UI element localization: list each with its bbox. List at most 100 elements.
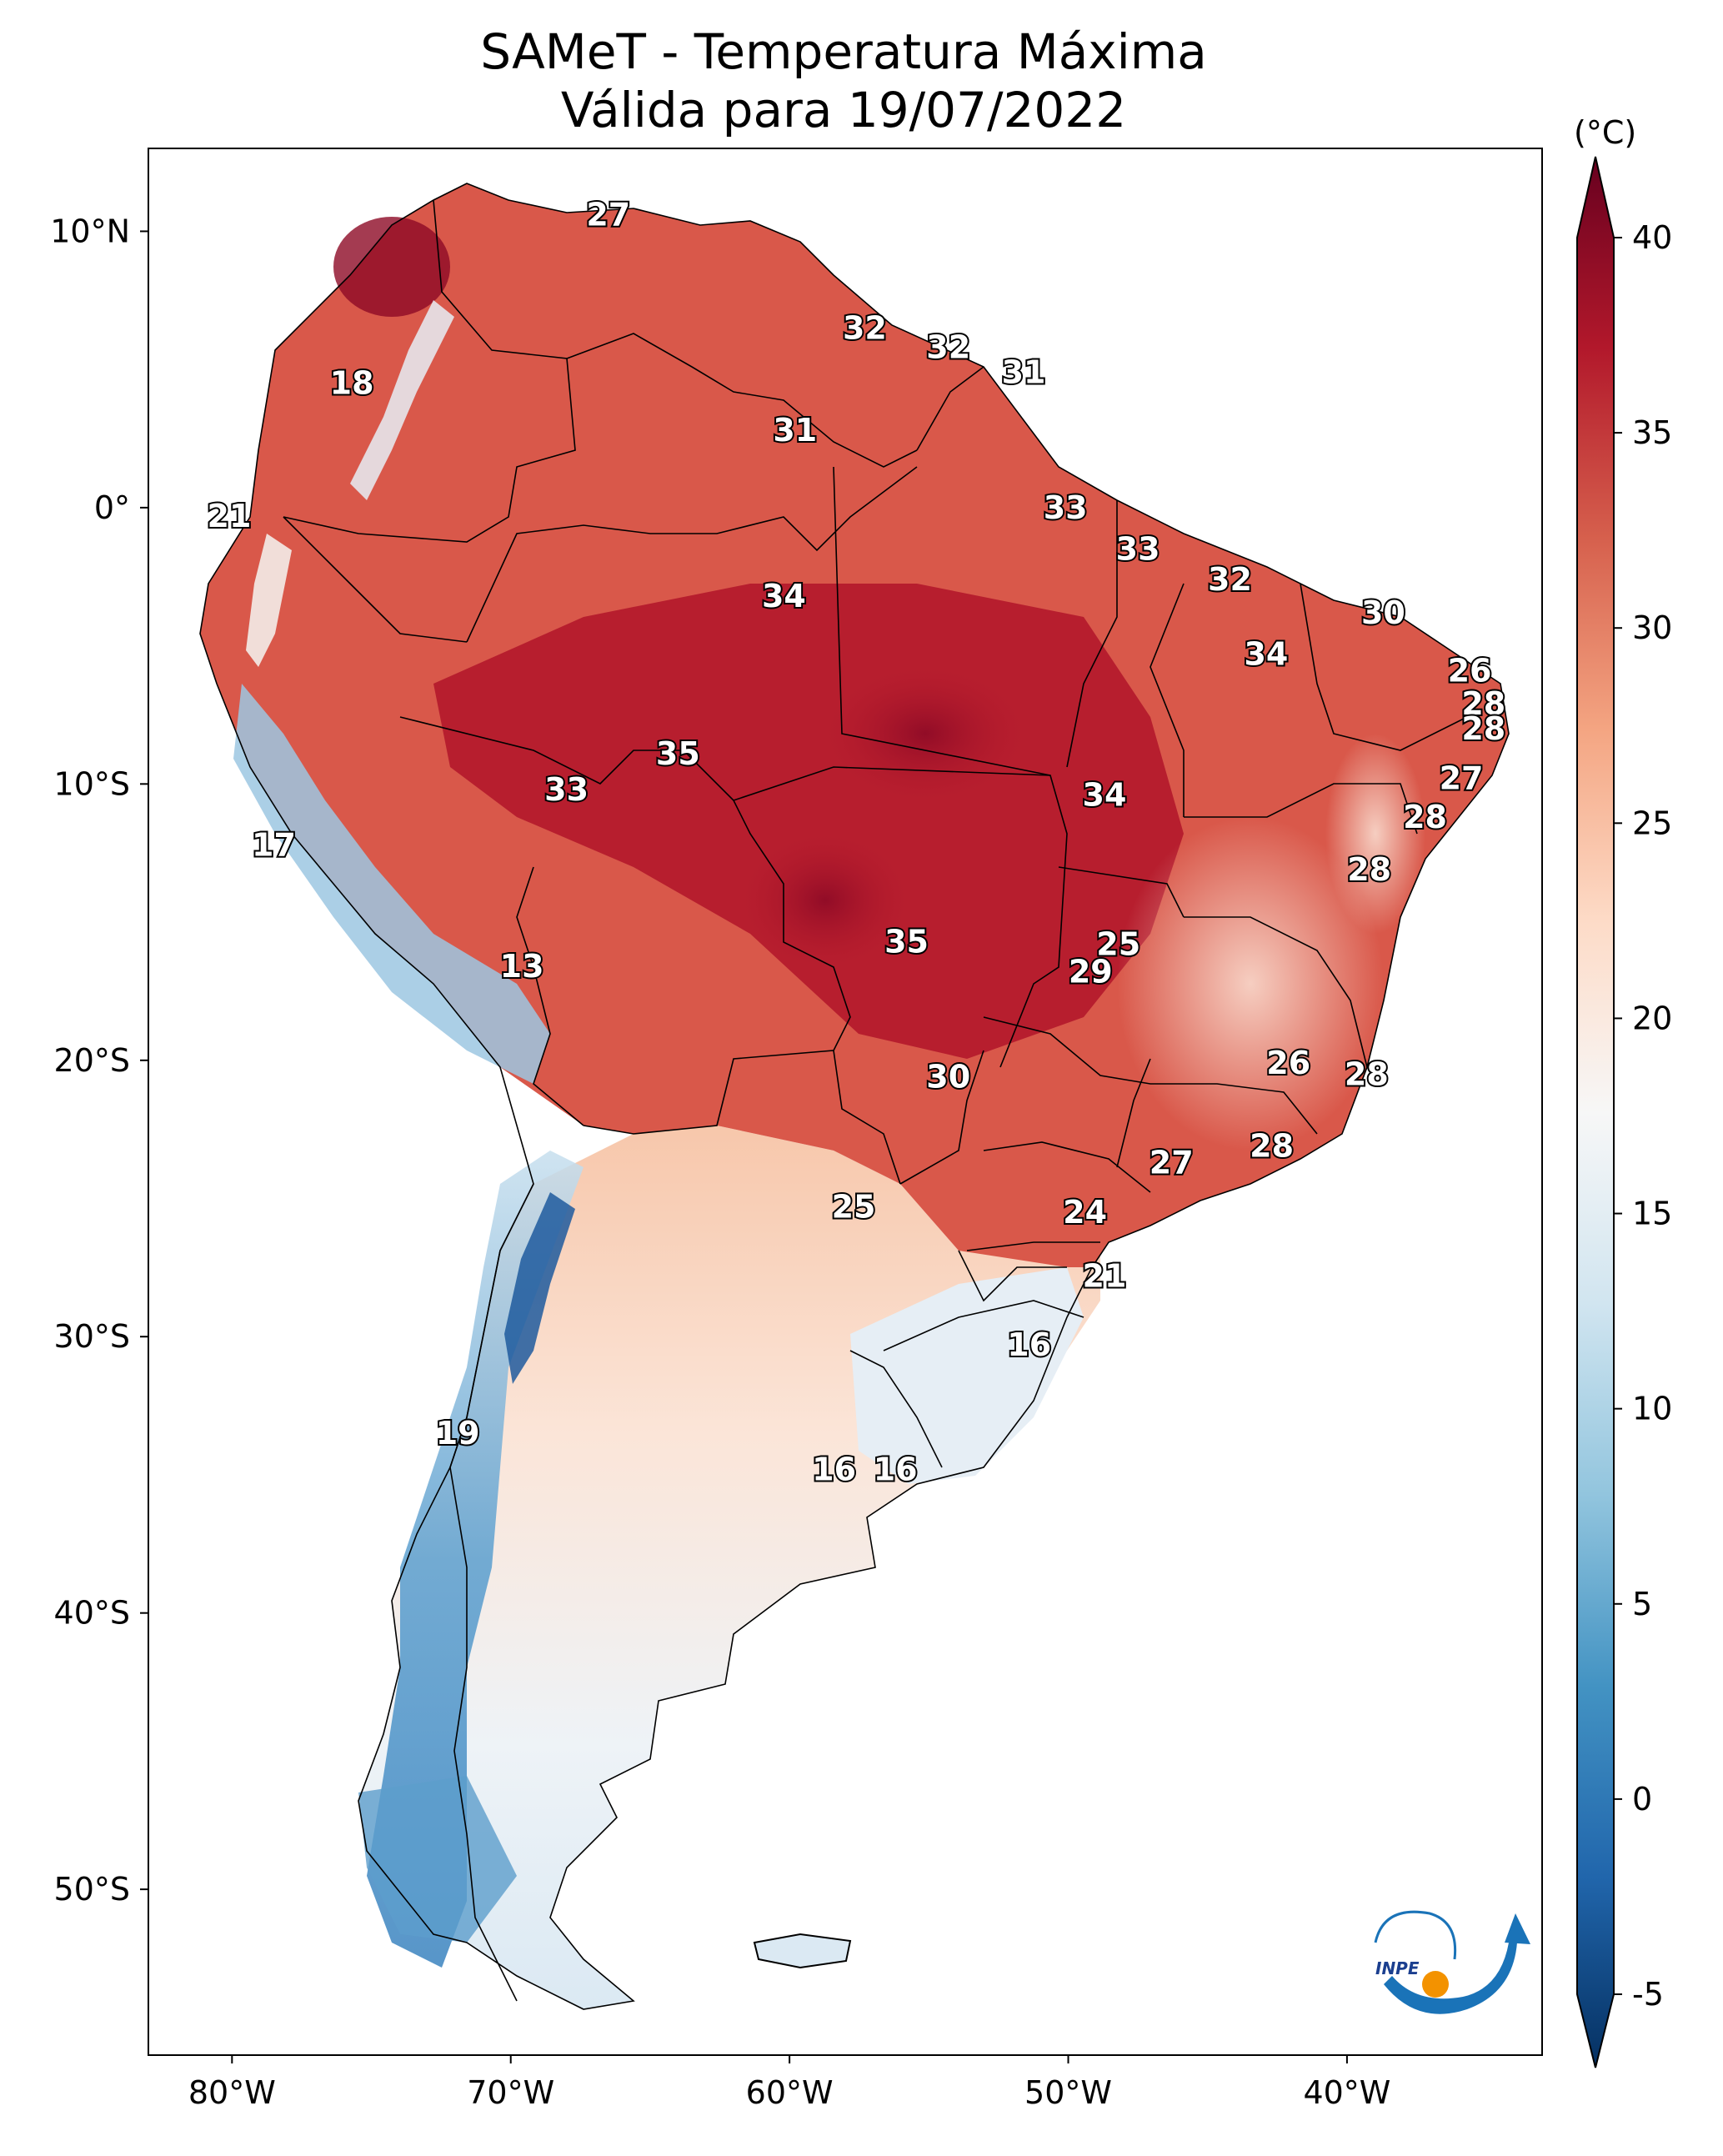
ecuador-andes-cold [246, 534, 292, 667]
temperature-label: 28 [1345, 1055, 1389, 1092]
latitude-axis: 10°N 0° 10°S 20°S 30°S 40°S 50°S [50, 213, 148, 1908]
hot-spot-colombia [333, 217, 450, 317]
temperature-label: 17 [252, 826, 296, 863]
border-colombia [283, 199, 576, 543]
colorbar-body [1576, 156, 1615, 2068]
country-borders [199, 183, 1510, 2010]
border-chile-argentina [449, 1183, 534, 2002]
state-border-bahia-north [1184, 783, 1418, 835]
temperature-label: 35 [656, 735, 700, 772]
temperature-label: 30 [926, 1059, 970, 1096]
logo-sun-icon [1422, 1971, 1449, 1998]
temperature-label: 25 [832, 1188, 876, 1225]
colorbar-tick-label: 30 [1632, 609, 1672, 646]
state-border-mato-grosso [733, 766, 1068, 1068]
temperature-label: 13 [500, 948, 544, 985]
temperature-label: 29 [1069, 954, 1113, 990]
temperature-label: 32 [1208, 561, 1252, 598]
temperature-label: 28 [1403, 799, 1447, 835]
andes-cold-ridge [367, 1151, 584, 1968]
lon-tick-label: 50°W [1024, 2074, 1112, 2111]
temperature-label: 34 [762, 578, 806, 614]
southeast-mild-region [1117, 817, 1384, 1151]
temperature-label: 28 [1461, 710, 1505, 747]
state-border-piaui [1300, 583, 1468, 751]
border-ecuador-peru [283, 516, 468, 643]
temperature-label: 32 [926, 329, 970, 366]
longitude-axis: 80°W 70°W 60°W 50°W 40°W [188, 2055, 1390, 2111]
lon-tick-label: 80°W [188, 2074, 276, 2111]
temperature-label: 30 [1361, 594, 1405, 631]
temperature-label: 28 [1250, 1128, 1294, 1165]
temperature-label: 21 [1083, 1257, 1127, 1294]
border-paraguay-brazil [899, 1050, 984, 1185]
temperature-label: 27 [586, 197, 630, 233]
temperature-label: 26 [1448, 652, 1492, 689]
border-bolivia-paraguay [583, 1050, 901, 1185]
state-border-para-tocantins [1066, 500, 1118, 768]
uruguay-cool-region [850, 1267, 1084, 1484]
temperature-label: 16 [874, 1451, 918, 1487]
colombia-andes-cold [350, 300, 454, 500]
lon-tick-label: 70°W [467, 2074, 554, 2111]
lat-tick-label: 0° [94, 489, 130, 526]
border-peru-bolivia [516, 866, 584, 1126]
state-border-parana [983, 1141, 1151, 1193]
state-border-maranhao [1150, 583, 1185, 817]
colorbar-tick-label: 25 [1632, 805, 1672, 841]
border-guyana [916, 366, 984, 451]
state-border-sao-paulo [1116, 1058, 1151, 1168]
logo-text: INPE [1375, 1958, 1420, 1978]
lon-tick-label: 60°W [746, 2074, 834, 2111]
temperature-label: 31 [1002, 353, 1046, 390]
border-argentina-brazil [958, 1250, 1067, 1302]
border-peru-bolivia-brazil [399, 716, 851, 1051]
map-frame [148, 148, 1543, 2056]
colorbar-tick-label: 40 [1632, 219, 1672, 256]
lon-tick-label: 40°W [1303, 2074, 1390, 2111]
peru-andes-cold [233, 684, 550, 1084]
andes-deep-cold [504, 1192, 575, 1384]
temperature-label: 28 [1347, 851, 1391, 888]
falkland-islands [753, 1933, 852, 1969]
logo-orbit [1374, 1910, 1457, 1960]
colorbar-tick-label: 15 [1632, 1196, 1672, 1232]
temperature-label: 27 [1150, 1144, 1194, 1181]
lat-tick-label: 30°S [54, 1318, 130, 1355]
lat-tick-label: 50°S [54, 1871, 130, 1908]
state-border-minas-north [1184, 916, 1368, 1068]
lat-tick-label: 10°S [54, 765, 130, 802]
inpe-logo: INPE [1374, 1910, 1530, 2014]
temperature-label: 18 [330, 365, 374, 402]
temperature-label: 27 [1440, 760, 1484, 797]
colorbar-tick-label: 20 [1632, 1000, 1672, 1036]
temperature-label: 32 [843, 309, 887, 346]
colorbar-unit: (°C) [1574, 114, 1636, 151]
temperature-label: 33 [1116, 531, 1160, 568]
state-border-goias [1058, 866, 1185, 918]
colorbar-tick-label: 35 [1632, 414, 1672, 451]
border-peru-brazil-north [466, 466, 918, 643]
temperature-label: 24 [1063, 1194, 1107, 1231]
state-border-santa-catarina [966, 1241, 1100, 1251]
temperature-label: 34 [1083, 777, 1127, 814]
logo-swoosh [1384, 1943, 1517, 2014]
temperature-label: 19 [436, 1415, 480, 1452]
temperature-label: 33 [544, 771, 589, 808]
patagonia-cold [358, 1776, 517, 1943]
temperature-label: 21 [208, 498, 252, 534]
border-venezuela-brazil [566, 333, 918, 468]
hot-spot-mato-grosso [742, 834, 909, 967]
border-uruguay-brazil [883, 1300, 1084, 1351]
colorbar-tick-label: 5 [1632, 1586, 1652, 1622]
temperature-label: 34 [1244, 636, 1288, 673]
state-border-amazonas-para [833, 466, 1051, 776]
colorbar: (°C) 40 35 30 25 20 15 10 5 0 -5 [1574, 114, 1672, 2068]
map-title-line2: Válida para 19/07/2022 [561, 82, 1126, 138]
map-title-line1: SAMeT - Temperatura Máxima [480, 23, 1207, 80]
state-border-minas-south [983, 1016, 1318, 1135]
map-area [148, 148, 1542, 2055]
lat-tick-label: 10°N [50, 213, 130, 249]
temperature-label: 25 [1096, 926, 1140, 963]
